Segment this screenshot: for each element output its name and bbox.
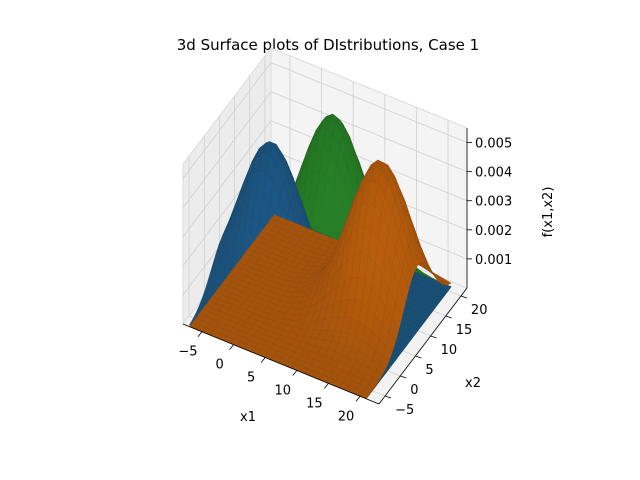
x-tick-label: 0 bbox=[215, 358, 223, 373]
x-tick bbox=[197, 331, 203, 337]
gridline bbox=[270, 62, 468, 143]
x-tick bbox=[355, 396, 361, 402]
y-tick bbox=[400, 375, 407, 379]
y-tick-label: 10 bbox=[441, 343, 458, 358]
x-tick bbox=[260, 357, 266, 363]
x-axis-line bbox=[182, 323, 380, 405]
z-tick-label: 0.004 bbox=[475, 166, 512, 181]
x-tick bbox=[324, 383, 329, 389]
y-tick-label: 5 bbox=[425, 363, 433, 378]
surface-series-3 bbox=[189, 159, 452, 399]
y-tick-label: 15 bbox=[456, 323, 473, 338]
y-tick bbox=[415, 355, 422, 359]
y-tick bbox=[460, 295, 468, 299]
x-axis-label: x1 bbox=[240, 410, 256, 425]
y-tick-label: −5 bbox=[395, 403, 414, 418]
y-tick bbox=[430, 335, 437, 339]
y-tick bbox=[445, 315, 452, 319]
x-tick bbox=[292, 370, 298, 376]
x-tick-label: −5 bbox=[178, 345, 197, 360]
x-tick-label: 15 bbox=[306, 396, 323, 411]
axis-lines bbox=[182, 128, 468, 405]
z-tick-label: 0.005 bbox=[475, 137, 512, 152]
y-axis-label: x2 bbox=[465, 376, 481, 391]
z-tick-label: 0.003 bbox=[475, 195, 512, 210]
z-axis-label: f(x1,x2) bbox=[541, 187, 556, 238]
gridline bbox=[182, 91, 272, 208]
x-tick-label: 20 bbox=[338, 409, 355, 424]
x-tick-label: 10 bbox=[275, 383, 292, 398]
x-tick bbox=[229, 344, 234, 350]
z-tick-label: 0.001 bbox=[475, 253, 512, 268]
y-axis-line bbox=[378, 287, 468, 405]
gridline bbox=[270, 91, 468, 173]
x-tick-label: 5 bbox=[247, 371, 255, 386]
y-tick-label: 0 bbox=[410, 383, 418, 398]
y-tick bbox=[384, 395, 392, 399]
gridline bbox=[270, 120, 468, 202]
gridline bbox=[182, 120, 272, 237]
gridline bbox=[182, 62, 272, 179]
z-tick-label: 0.002 bbox=[475, 224, 512, 239]
chart-title: 3d Surface plots of DIstributions, Case … bbox=[177, 36, 479, 54]
y-tick-label: 20 bbox=[471, 303, 488, 318]
